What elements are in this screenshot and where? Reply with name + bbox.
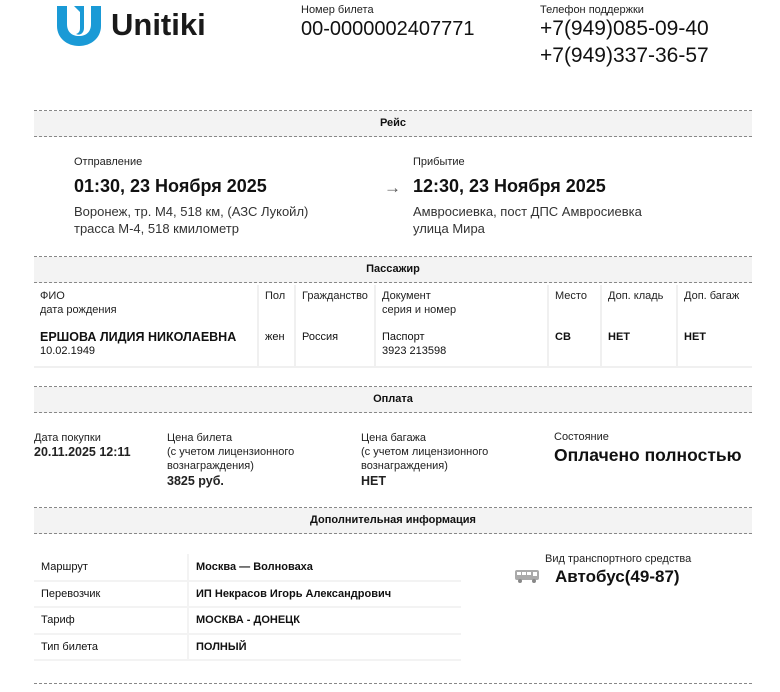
- passenger-doc: Паспорт: [382, 331, 425, 343]
- purchase-date: 20.11.2025 12:11: [34, 445, 131, 459]
- passenger-table: ФИО дата рождения Пол Гражданство Докумен…: [34, 285, 752, 368]
- phone-2[interactable]: +7(949)337-36-57: [540, 44, 709, 67]
- arrival-address: Амвросиевка, пост ДПС Амвросиевка: [413, 204, 642, 219]
- price-value: 3825 руб.: [167, 474, 224, 488]
- brand-name: Unitiki: [111, 7, 206, 42]
- status-value: Оплачено полностью: [554, 445, 742, 465]
- passenger-name: ЕРШОВА ЛИДИЯ НИКОЛАЕВНА: [40, 330, 237, 344]
- passenger-seat: СВ: [548, 322, 602, 368]
- info-value: ПОЛНЫЙ: [188, 633, 461, 661]
- col-seat: Место: [548, 285, 602, 322]
- col-name: ФИО: [40, 290, 65, 302]
- arrow-right-icon: →: [384, 178, 401, 197]
- passenger-birth: 10.02.1949: [40, 345, 96, 357]
- departure-datetime: 01:30, 23 Ноября 2025: [74, 176, 267, 196]
- passenger-sex: жен: [258, 322, 296, 368]
- baggage-price-block: Цена багажа (с учетом лицензионного возн…: [361, 431, 488, 488]
- col-citizenship: Гражданство: [295, 285, 376, 322]
- info-value: ИП Некрасов Игорь Александрович: [188, 580, 461, 608]
- col-birth: дата рождения: [40, 304, 117, 316]
- price-note: (с учетом лицензионного: [167, 446, 295, 458]
- bus-icon: [515, 570, 539, 583]
- purchase-label: Дата покупки: [34, 432, 101, 444]
- info-key: Перевозчик: [34, 580, 189, 608]
- info-key: Тариф: [34, 607, 189, 635]
- section-passenger: Пассажир: [34, 257, 752, 283]
- col-doc-sub: серия и номер: [382, 304, 457, 316]
- arrival-label: Прибытие: [413, 156, 465, 168]
- price-block: Цена билета (с учетом лицензионного возн…: [167, 431, 294, 488]
- passenger-citizenship: Россия: [295, 322, 376, 368]
- purchase-block: Дата покупки 20.11.2025 12:11: [34, 431, 131, 459]
- table-row: Тип билета ПОЛНЫЙ: [34, 633, 461, 661]
- departure-label: Отправление: [74, 156, 143, 168]
- col-sex: Пол: [258, 285, 296, 322]
- price-label: Цена билета: [167, 432, 233, 444]
- unitiki-logo-icon: [57, 6, 101, 46]
- passenger-baggage: НЕТ: [677, 322, 752, 368]
- info-value: Москва — Волноваха: [188, 554, 461, 582]
- vehicle-label: Вид транспортного средства: [545, 553, 692, 565]
- logo: Unitiki: [55, 4, 206, 46]
- arrival-address-2: улица Мира: [413, 221, 485, 236]
- arrival-datetime: 12:30, 23 Ноября 2025: [413, 176, 606, 196]
- info-key: Тип билета: [34, 633, 189, 661]
- ticket-number: 00-0000002407771: [301, 18, 475, 40]
- table-header: ФИО дата рождения Пол Гражданство Докумен…: [34, 285, 752, 322]
- col-baggage: Доп. багаж: [684, 290, 740, 302]
- section-payment: Оплата: [34, 387, 752, 413]
- info-key: Маршрут: [34, 554, 189, 582]
- section-trip: Рейс: [34, 111, 752, 137]
- info-value: МОСКВА - ДОНЕЦК: [188, 607, 461, 635]
- baggage-price-label: Цена багажа: [361, 432, 427, 444]
- baggage-note: (с учетом лицензионного: [361, 446, 489, 458]
- table-row: Перевозчик ИП Некрасов Игорь Александрови…: [34, 580, 461, 608]
- table-row: Тариф МОСКВА - ДОНЕЦК: [34, 607, 461, 635]
- departure-address: Воронеж, тр. М4, 518 км, (АЗС Лукойл): [74, 204, 309, 219]
- price-note-2: вознаграждения): [167, 460, 254, 472]
- phone-label: Телефон поддержки: [540, 4, 644, 16]
- departure-address-2: трасса М-4, 518 кмилометр: [74, 221, 239, 236]
- table-row: Маршрут Москва — Волноваха: [34, 554, 461, 582]
- info-table: Маршрут Москва — Волноваха Перевозчик ИП Н…: [34, 554, 461, 661]
- passenger-carry: НЕТ: [601, 322, 678, 368]
- section-info: Дополнительная информация: [34, 508, 752, 534]
- vehicle-value: Автобус(49-87): [555, 567, 680, 586]
- ticket-label: Номер билета: [301, 4, 374, 16]
- col-carry: Доп. кладь: [601, 285, 678, 322]
- passenger-doc-number: 3923 213598: [382, 345, 447, 357]
- col-doc: Документ: [382, 290, 431, 302]
- phone-1[interactable]: +7(949)085-09-40: [540, 17, 709, 40]
- table-row: ЕРШОВА ЛИДИЯ НИКОЛАЕВНА 10.02.1949 жен Ро…: [34, 322, 752, 368]
- baggage-note-2: вознаграждения): [361, 460, 448, 472]
- baggage-price-value: НЕТ: [361, 474, 386, 488]
- status-label: Состояние: [554, 431, 609, 443]
